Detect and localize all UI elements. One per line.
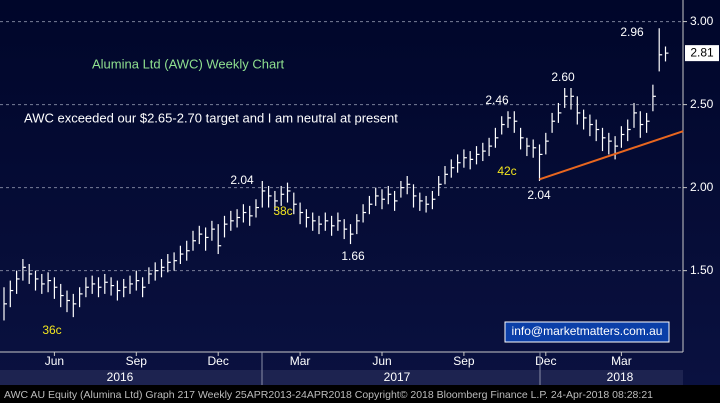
plot-background [0,0,720,385]
x-tick-label: Dec [208,354,229,368]
x-tick-label: Dec [535,354,556,368]
y-tick-label: 1.50 [690,263,714,277]
annotation: 42c [497,164,516,178]
x-tick-label: Mar [611,354,632,368]
annotation: 2.46 [485,93,509,107]
annotation: 2.60 [551,70,575,84]
last-price-label: 2.81 [690,45,714,59]
annotation: 36c [42,323,61,337]
x-tick-label: Sep [126,354,148,368]
chart-title: Alumina Ltd (AWC) Weekly Chart [92,56,285,71]
x-tick-label: Sep [453,354,475,368]
year-label: 2018 [607,370,634,384]
annotation: 2.04 [527,188,551,202]
footer: AWC AU Equity (Alumina Ltd) Graph 217 We… [4,389,653,401]
x-tick-label: Jun [372,354,391,368]
annotation: 38c [273,204,292,218]
y-tick-label: 3.00 [690,14,714,28]
annotation: 2.96 [620,25,644,39]
contact: info@marketmatters.com.au [512,324,663,338]
x-tick-label: Jun [45,354,64,368]
contact-box [504,321,670,343]
y-tick-label: 2.00 [690,180,714,194]
year-label: 2017 [384,370,411,384]
annotation: 2.04 [230,173,254,187]
year-band [0,370,683,385]
y-tick-label: 2.50 [690,97,714,111]
subtitle: AWC exceeded our $2.65-2.70 target and I… [24,110,398,125]
year-label: 2016 [107,370,134,384]
footer-band [0,385,720,403]
x-tick-label: Mar [290,354,311,368]
last-price-tag [685,45,719,62]
annotation: 1.66 [341,249,365,263]
trend-line [539,130,684,181]
